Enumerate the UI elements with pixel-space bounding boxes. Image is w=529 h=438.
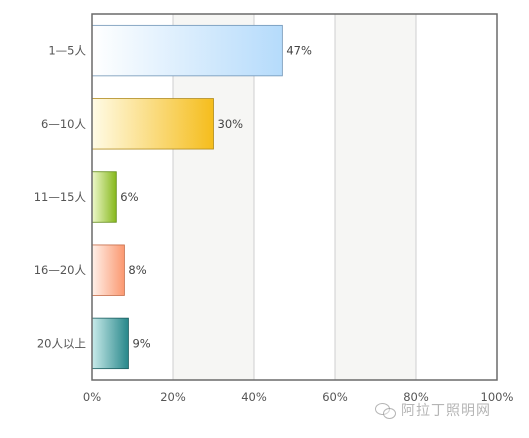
bar-0 xyxy=(91,24,283,77)
x-tick-label: 20% xyxy=(160,390,186,404)
data-label: 30% xyxy=(218,117,244,131)
bar-layer xyxy=(91,24,283,370)
tick-layer: 0% 20% 40% 60% 80% 100% xyxy=(83,390,514,404)
category-label: 11—15人 xyxy=(34,190,87,204)
x-tick-label: 60% xyxy=(322,390,348,404)
category-label: 16—20人 xyxy=(34,263,87,277)
plot-frame xyxy=(91,13,498,381)
x-tick-label: 40% xyxy=(241,390,267,404)
data-label: 47% xyxy=(286,44,312,58)
category-label: 20人以上 xyxy=(37,336,86,350)
data-label: 6% xyxy=(120,190,138,204)
bar-1 xyxy=(91,98,214,150)
bar-4 xyxy=(91,317,129,370)
x-tick-label: 80% xyxy=(403,390,429,404)
label-layer: 1—5人 47% 6—10人 30% 11—15人 6% 16—20人 8% 20人以上 9% xyxy=(34,44,312,351)
bar-3 xyxy=(91,244,125,296)
data-label: 9% xyxy=(132,336,150,350)
x-tick-label: 100% xyxy=(481,390,514,404)
data-label: 8% xyxy=(128,263,146,277)
x-tick-label: 0% xyxy=(83,390,101,404)
grid-band xyxy=(335,14,416,380)
bar-2 xyxy=(91,171,117,223)
category-label: 1—5人 xyxy=(48,44,86,58)
category-label: 6—10人 xyxy=(41,117,86,131)
